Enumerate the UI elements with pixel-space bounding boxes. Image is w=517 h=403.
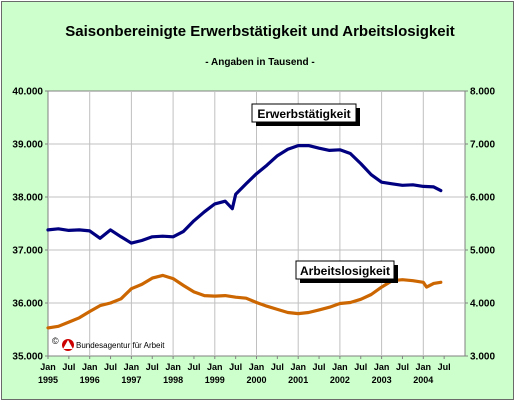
legend-arbeitslosigkeit-box xyxy=(295,260,395,280)
x-year-label: 1995 xyxy=(38,375,58,385)
x-month-label: Jan xyxy=(207,362,223,372)
chart-svg: Saisonbereinigte Erwerbstätigkeit und Ar… xyxy=(12,23,495,386)
y-right-tick-label: 4.000 xyxy=(470,299,495,310)
legend-erwerbstaetigkeit-label: Erwerbstätigkeit xyxy=(257,107,350,121)
x-month-label: Jul xyxy=(313,362,326,372)
x-year-label: 1999 xyxy=(205,375,225,385)
x-month-label: Jul xyxy=(62,362,75,372)
gridlines xyxy=(48,91,465,356)
legend-arbeitslosigkeit-label: Arbeitslosigkeit xyxy=(300,264,390,278)
y-left-tick-label: 35.000 xyxy=(12,352,43,363)
y-left-tick-label: 39.000 xyxy=(12,140,43,151)
x-month-label: Jan xyxy=(40,362,56,372)
legend-erwerbstaetigkeit: Erwerbstätigkeit xyxy=(251,103,360,126)
x-month-label: Jan xyxy=(124,362,140,372)
y-right-tick-label: 6.000 xyxy=(470,193,495,204)
credit-label: Bundesagentur für Arbeit xyxy=(76,341,165,350)
copyright-icon: © xyxy=(52,336,59,346)
credit: © Bundesagentur für Arbeit xyxy=(52,336,165,351)
y-left-tick-label: 38.000 xyxy=(12,193,43,204)
x-year-label: 1996 xyxy=(80,375,100,385)
x-year-label: 2000 xyxy=(246,375,266,385)
x-year-label: 2002 xyxy=(330,375,350,385)
x-month-label: Jul xyxy=(146,362,159,372)
x-year-label: 2004 xyxy=(413,375,433,385)
x-month-label: Jan xyxy=(374,362,390,372)
x-month-label: Jul xyxy=(187,362,200,372)
chart-subtitle: - Angaben in Tausend - xyxy=(205,57,314,68)
x-month-label: Jan xyxy=(249,362,265,372)
y-left-tick-label: 37.000 xyxy=(12,246,43,257)
x-month-label: Jul xyxy=(438,362,451,372)
series-layer xyxy=(46,144,443,330)
x-month-label: Jul xyxy=(354,362,367,372)
y-left-tick-label: 40.000 xyxy=(12,87,43,98)
x-month-label: Jan xyxy=(416,362,432,372)
x-year-label: 2001 xyxy=(288,375,308,385)
x-month-label: Jul xyxy=(396,362,409,372)
y-left-tick-label: 36.000 xyxy=(12,299,43,310)
x-month-label: Jul xyxy=(271,362,284,372)
y-right-tick-label: 5.000 xyxy=(470,246,495,257)
y-right-tick-label: 7.000 xyxy=(470,140,495,151)
y-right-tick-label: 8.000 xyxy=(470,87,495,98)
x-year-label: 1997 xyxy=(121,375,141,385)
axes: 35.000 36.000 37.000 38.000 39.000 40.000 3.00… xyxy=(12,87,495,386)
x-month-label: Jan xyxy=(82,362,98,372)
series-line-erwerbstaetigkeit xyxy=(46,144,443,245)
x-month-label: Jul xyxy=(104,362,117,372)
x-month-label: Jan xyxy=(165,362,181,372)
x-month-label: Jan xyxy=(290,362,306,372)
x-month-label: Jan xyxy=(332,362,348,372)
x-year-label: 2003 xyxy=(372,375,392,385)
legend-erwerbstaetigkeit-box xyxy=(251,103,357,123)
x-month-label: Jul xyxy=(229,362,242,372)
bundesagentur-logo-icon xyxy=(62,339,74,351)
x-year-label: 1998 xyxy=(163,375,183,385)
y-right-tick-label: 3.000 xyxy=(470,352,495,363)
chart-title: Saisonbereinigte Erwerbstätigkeit und Ar… xyxy=(65,23,455,40)
series-line-arbeitslosigkeit xyxy=(46,273,443,330)
legend-arbeitslosigkeit: Arbeitslosigkeit xyxy=(295,260,398,283)
